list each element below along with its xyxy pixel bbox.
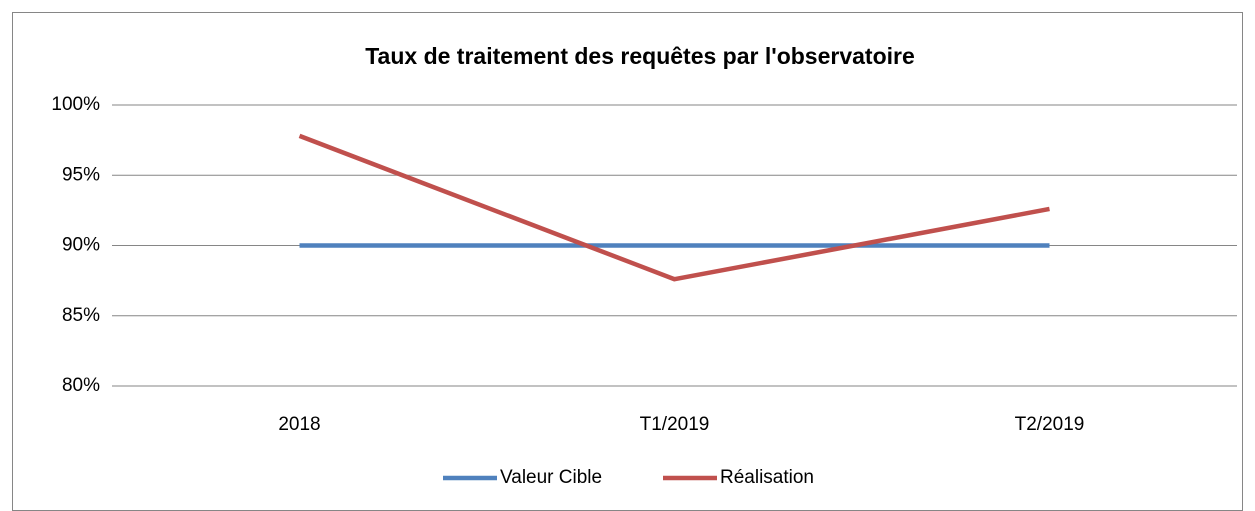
y-tick-label: 90% <box>62 235 100 256</box>
x-tick-label: T2/2019 <box>1015 414 1085 435</box>
x-tick-label: 2018 <box>278 414 320 435</box>
legend-label: Réalisation <box>720 467 814 488</box>
y-tick-label: 85% <box>62 305 100 326</box>
y-tick-label: 80% <box>62 375 100 396</box>
y-tick-label: 95% <box>62 164 100 185</box>
y-tick-label: 100% <box>51 94 100 115</box>
chart-title: Taux de traitement des requêtes par l'ob… <box>365 43 915 69</box>
legend-label: Valeur Cible <box>500 467 602 488</box>
x-tick-label: T1/2019 <box>640 414 710 435</box>
series-line <box>298 133 1050 282</box>
